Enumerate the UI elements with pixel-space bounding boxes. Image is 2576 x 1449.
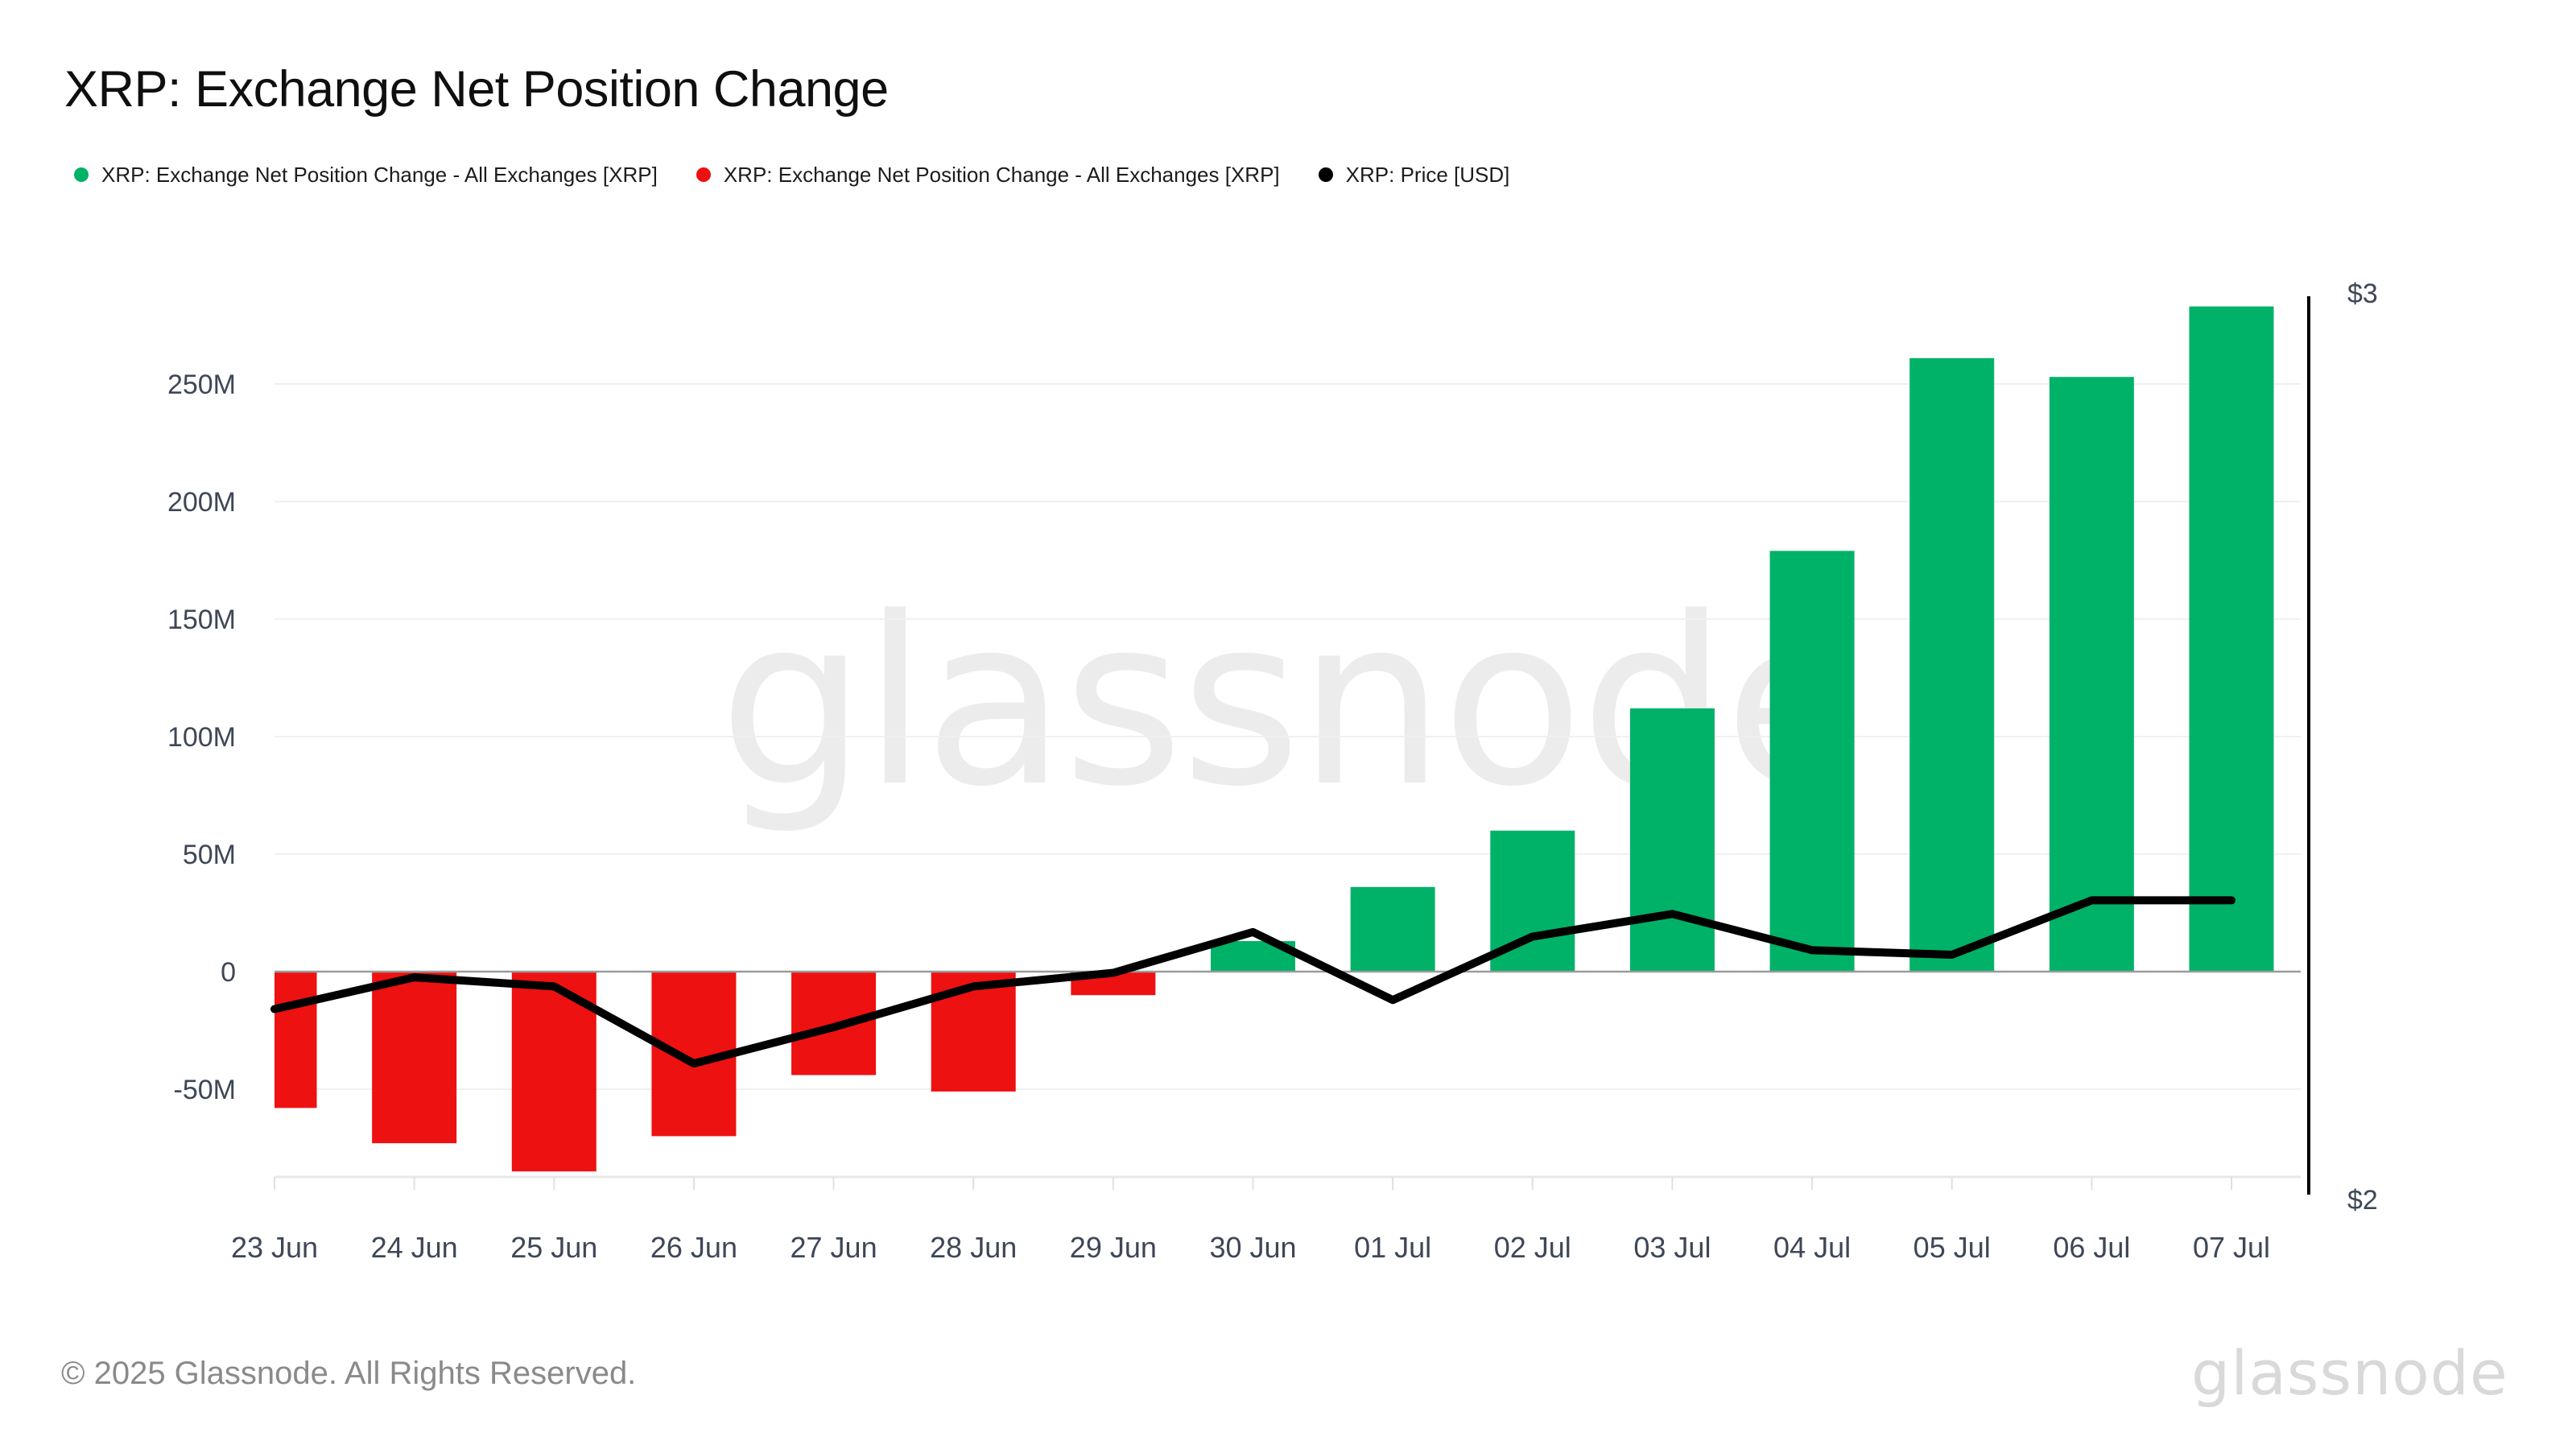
bar-01-jul[interactable] (1350, 886, 1435, 972)
x-axis-label: 04 Jul (1773, 1231, 1851, 1264)
footer-brand-logo: glassnode (2191, 1337, 2508, 1409)
legend-dot-icon (74, 167, 89, 182)
y-axis-label: 250M (167, 369, 236, 400)
footer-copyright: © 2025 Glassnode. All Rights Reserved. (61, 1356, 637, 1391)
price-axis-label: $2 (2347, 1185, 2378, 1216)
x-axis-label: 03 Jul (1633, 1231, 1711, 1264)
legend-dot-icon (1318, 167, 1333, 182)
x-axis-label: 30 Jun (1209, 1231, 1296, 1264)
bar-23-jun[interactable] (275, 972, 317, 1108)
bar-06-jul[interactable] (2049, 377, 2134, 972)
bar-04-jul[interactable] (1769, 551, 1855, 972)
y-axis-label: 50M (183, 840, 236, 870)
x-axis-label: 24 Jun (371, 1231, 458, 1264)
x-axis-label: 23 Jun (231, 1231, 318, 1264)
legend-item-label: XRP: Exchange Net Position Change - All … (101, 162, 658, 187)
x-axis-label: 06 Jul (2053, 1231, 2130, 1264)
x-axis-label: 25 Jun (510, 1231, 597, 1264)
legend-item-label: XRP: Price [USD] (1345, 162, 1510, 187)
x-axis-label: 02 Jul (1494, 1231, 1571, 1264)
bar-05-jul[interactable] (1909, 357, 1995, 972)
y-axis-label: 100M (167, 722, 236, 753)
page-title: XRP: Exchange Net Position Change (64, 61, 889, 118)
legend-dot-icon (696, 167, 711, 182)
bar-03-jul[interactable] (1629, 708, 1715, 972)
x-axis-label: 07 Jul (2193, 1231, 2270, 1264)
legend-item-2[interactable]: XRP: Price [USD] (1318, 162, 1510, 188)
x-axis-label: 05 Jul (1913, 1231, 1991, 1264)
price-axis-label: $3 (2347, 279, 2378, 309)
y-axis-label: 150M (167, 605, 236, 635)
x-axis-label: 27 Jun (791, 1231, 877, 1264)
price-line (270, 896, 2235, 1068)
x-axis-label: 01 Jul (1354, 1231, 1431, 1264)
y-axis-label: -50M (174, 1075, 236, 1105)
legend-item-label: XRP: Exchange Net Position Change - All … (723, 162, 1280, 187)
y-axis-label: 200M (167, 487, 236, 518)
x-axis-label: 28 Jun (930, 1231, 1017, 1264)
bar-07-jul[interactable] (2189, 306, 2274, 972)
legend-item-1[interactable]: XRP: Exchange Net Position Change - All … (696, 163, 1280, 188)
bar-24-jun[interactable] (372, 972, 457, 1144)
x-axis-label: 29 Jun (1070, 1231, 1157, 1264)
legend-item-0[interactable]: XRP: Exchange Net Position Change - All … (74, 163, 658, 188)
x-axis-label: 26 Jun (650, 1231, 737, 1264)
legend: XRP: Exchange Net Position Change - All … (74, 159, 1509, 190)
y-axis-label: 0 (221, 957, 236, 988)
